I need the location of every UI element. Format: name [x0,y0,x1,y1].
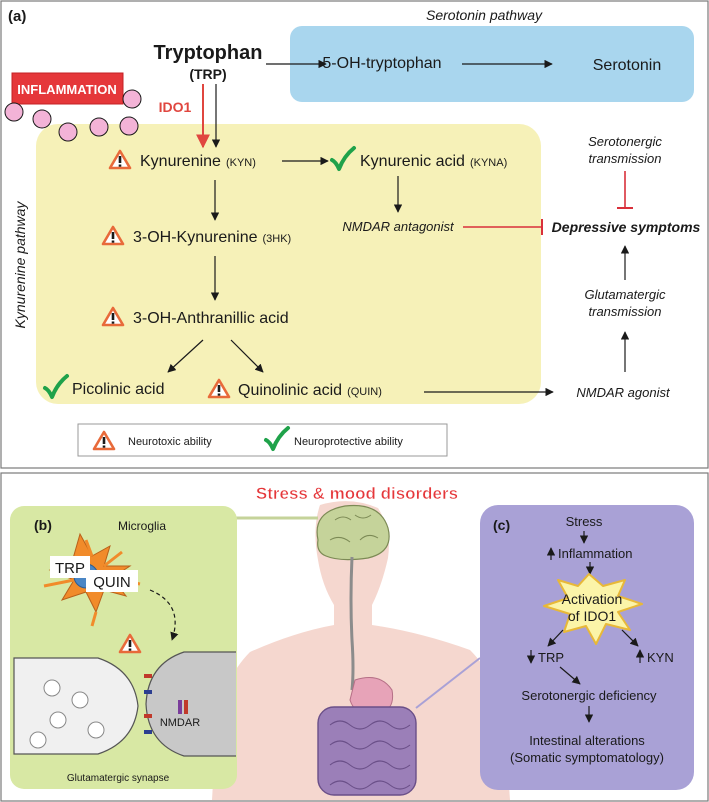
inflammation-cells [4,89,142,142]
stress-label: Stress [566,514,603,529]
kynurenine: Kynurenine (KYN) [140,153,256,170]
spinal-cord [349,556,355,691]
arrow-to-picolinic [167,339,204,373]
intestinal-line1: Intestinal alterations [529,733,645,748]
trp-tag [50,556,90,578]
panel-a-label: (a) [8,8,26,25]
nmdar-agonist: NMDAR agonist [576,385,671,400]
trp-abbrev: (TRP) [189,66,226,82]
serotonergic-transmission-line2: transmission [589,151,662,166]
nmdar-antagonist: NMDAR antagonist [342,219,455,234]
quin-label: QUIN [93,574,131,591]
microglia-label: Microglia [118,519,166,533]
panel-b-label: (b) [34,517,52,533]
arrow-to-quinolinic [230,339,264,373]
trp-label: TRP [55,560,85,577]
serotonin: Serotonin [593,57,662,74]
arrow-trp-to-deficiency [559,666,581,685]
quinolinic-acid: Quinolinic acid (QUIN) [238,382,382,399]
arrow-ido1-to-trp [547,629,564,647]
bottom-title: Stress & mood disorders [256,484,458,503]
kynurenic-acid: Kynurenic acid (KYNA) [360,153,507,170]
glutamatergic-transmission-line1: Glutamatergic [585,287,666,302]
activation-line1: Activation [562,591,623,607]
panel-c-box [480,505,694,790]
serotonergic-deficiency: Serotonergic deficiency [521,688,657,703]
nmdar-label: NMDAR [160,717,200,729]
inflammation-box [11,72,124,105]
arrow-ido1-to-kyn [621,629,639,647]
inflammation-label: INFLAMMATION [17,82,116,97]
kynurenine-pathway-title: Kynurenine pathway [12,201,28,329]
picolinic-acid: Picolinic acid [72,381,164,398]
depressive-symptoms: Depressive symptoms [552,219,701,235]
intestinal-line2: (Somatic symptomatology) [510,750,664,765]
legend-box [77,423,448,457]
human-silhouette [212,501,510,800]
brain-icon [316,504,390,561]
activation-line2: of IDO1 [568,608,616,624]
connector-gut-to-c [415,657,481,709]
tryptophan: Tryptophan [154,42,263,64]
legend-neurotoxic: Neurotoxic ability [128,436,212,448]
anthranillic-acid: 3-OH-Anthranillic acid [133,310,289,327]
trp-c-label: TRP [538,650,564,665]
serotonergic-transmission-line1: Serotonergic [588,134,662,149]
panel-c-label: (c) [493,517,510,533]
hydroxy-kynurenine: 3-OH-Kynurenine (3HK) [133,229,291,246]
kynurenine-pathway-box [36,124,541,404]
legend-neuroprotective: Neuroprotective ability [294,436,403,448]
ido1-label: IDO1 [159,99,192,115]
five-oh-tryptophan: 5-OH-tryptophan [322,55,441,72]
ido1-burst [543,573,643,645]
synapse-label: Glutamatergic synapse [67,773,170,784]
synapse-illustration [13,651,236,757]
kyn-c-label: KYN [647,650,674,665]
quin-tag [86,570,138,592]
glutamatergic-transmission-line2: transmission [589,304,662,319]
serotonin-pathway-title: Serotonin pathway [426,7,543,23]
inflammation-c-label: Inflammation [558,546,632,561]
arrow-quin-to-nmdar [149,589,179,641]
intestines-icon [317,706,417,796]
